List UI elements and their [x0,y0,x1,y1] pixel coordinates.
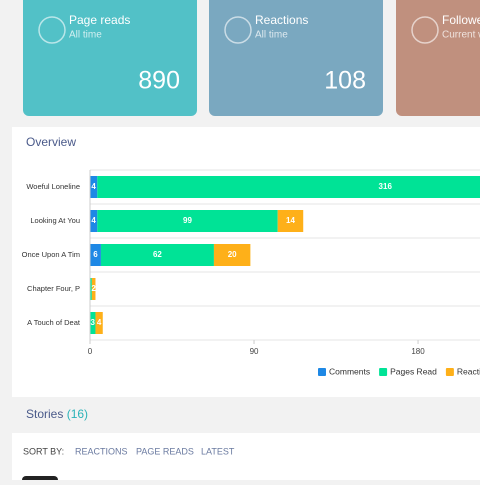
data-label: 2 [91,284,96,293]
stat-card [23,0,197,116]
card-title: Page reads [69,13,130,27]
data-label: 4 [97,318,102,327]
story-cover [22,476,58,485]
stat-card [396,0,480,116]
card-value: 108 [324,67,366,95]
data-label: 6 [93,250,98,259]
card-subtitle: All time [255,30,288,41]
x-tick-label: 180 [411,347,425,356]
sort-option[interactable]: PAGE READS [136,446,194,456]
y-tick-label: Chapter Four, P [27,284,80,293]
card-subtitle: Current w [442,30,480,41]
legend-swatch [318,368,326,376]
sort-option[interactable]: REACTIONS [75,446,128,456]
stories-count: (16) [67,407,88,421]
card-icon [411,16,439,44]
bar-segment [90,244,101,266]
bar-segment [91,278,96,300]
card-subtitle: All time [69,30,102,41]
card-title: Reactions [255,13,308,27]
card-title: Follower [442,13,480,27]
card-icon [224,16,252,44]
legend-label: Pages Read [390,366,437,376]
sort-option[interactable]: LATEST [201,446,235,456]
data-label: 4 [91,216,96,225]
data-label: 316 [379,182,393,191]
bar-segment [90,312,96,334]
card-icon [38,16,66,44]
y-tick-label: Woeful Loneline [26,182,80,191]
bar-segment [97,176,480,198]
stories-panel [12,433,480,483]
y-tick-label: Once Upon A Tim [22,250,80,259]
stat-card [209,0,383,116]
x-tick-label: 0 [88,347,93,356]
data-label: 4 [91,182,96,191]
bar-segment [90,210,98,232]
data-label: 14 [286,216,295,225]
x-tick-label: 90 [250,347,259,356]
legend-swatch [445,368,454,376]
legend-swatch [379,368,388,376]
bar-segment [97,210,278,232]
legend-label: Comments [329,366,370,376]
bar-segment [213,244,251,266]
bar-segment [95,312,103,334]
bar-segment [100,244,214,266]
overview-title: Overview [26,135,76,149]
data-label: 3 [91,318,96,327]
data-label: 99 [183,216,192,225]
data-label: 20 [228,250,237,259]
sort-label: SORT BY: [23,446,64,456]
stories-title: Stories (16) [26,407,88,421]
y-tick-label: Looking At You [30,216,80,225]
legend-label: Reactions [457,366,480,376]
bar-segment [277,210,304,232]
bar-segment [90,278,92,300]
data-label: 62 [153,250,162,259]
card-value: 890 [138,67,180,95]
bar-segment [90,176,98,198]
stories-title-text: Stories [26,407,63,421]
y-tick-label: A Touch of Deat [27,318,81,327]
